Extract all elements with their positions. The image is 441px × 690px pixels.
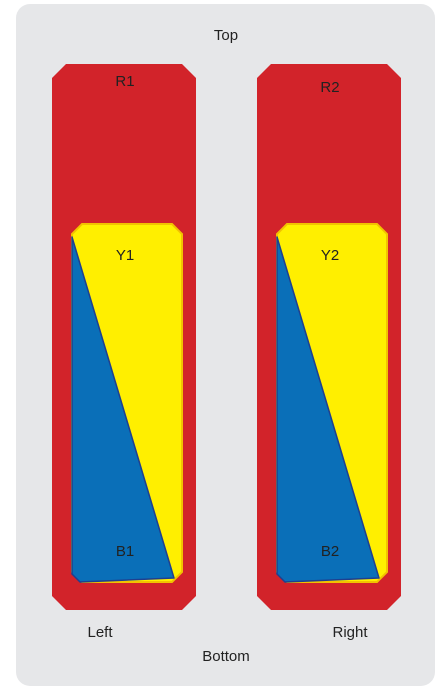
blue-triangle-b2 — [276, 236, 380, 583]
label-top: Top — [214, 27, 238, 44]
label-bottom: Bottom — [202, 648, 250, 665]
label-b1: B1 — [116, 543, 134, 560]
label-y2: Y2 — [321, 247, 339, 264]
blue-triangle-b1 — [71, 236, 175, 583]
label-r2: R2 — [320, 79, 339, 96]
label-y1: Y1 — [116, 247, 134, 264]
label-r1: R1 — [115, 73, 134, 90]
label-right: Right — [332, 624, 368, 641]
right-column: R2 Y2 B2 — [257, 64, 401, 610]
label-b2: B2 — [321, 543, 339, 560]
left-column: R1 Y1 B1 — [52, 64, 196, 610]
label-left: Left — [87, 624, 113, 641]
